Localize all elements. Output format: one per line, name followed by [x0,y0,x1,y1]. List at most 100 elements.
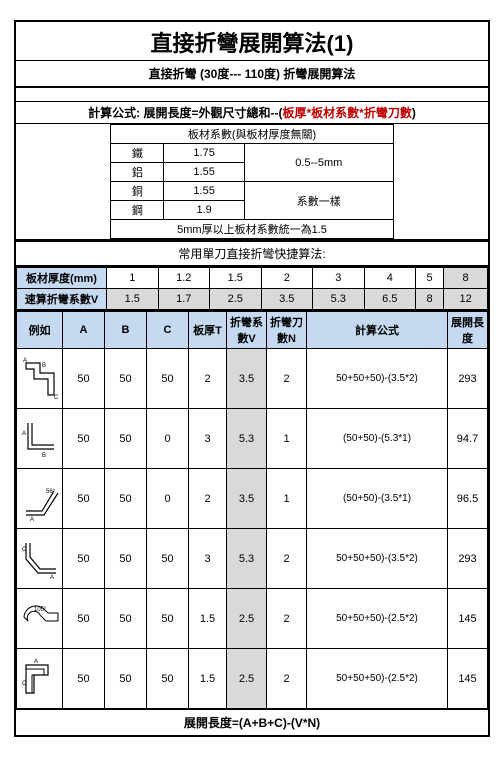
hdr-0: 例如 [17,311,63,349]
cell-C: 50 [147,589,189,649]
table-row: ABC50505023.5250+50+50)-(3.5*2)293 [17,349,488,409]
cell-A: 50 [63,469,105,529]
t1-6: 5 [416,267,444,289]
cell-A: 50 [63,409,105,469]
hdr-7: 計算公式 [307,311,448,349]
svg-text:A: A [22,431,26,437]
t1-4: 3 [313,267,365,289]
svg-text:A: A [50,575,54,581]
cell-formula: 50+50+50)-(2.5*2) [307,649,448,709]
cell-formula: 50+50+50)-(2.5*2) [307,589,448,649]
t1-5: 4 [364,267,416,289]
mat-name-1: 鋁 [111,163,164,182]
svg-text:56°: 56° [46,489,56,495]
svg-text:C: C [22,547,27,553]
cell-N: 2 [267,589,307,649]
cell-C: 50 [147,529,189,589]
material-table: 板材系數(與板材厚度無關) 鐵 1.75 0.5--5mm 鋁 1.55 銅 1… [110,124,393,239]
cell-V: 2.5 [227,649,267,709]
material-note: 5mm厚以上板材系數統一為1.5 [111,220,393,239]
svg-text:C: C [22,681,27,687]
cell-T: 3 [189,529,227,589]
formula-row: 計算公式: 展開長度=外觀尺寸總和--(板厚*板材系數*折彎刀數) [16,102,488,124]
t2-5: 6.5 [364,289,416,310]
cell-C: 0 [147,409,189,469]
cell-L: 293 [448,349,488,409]
cell-T: 3 [189,409,227,469]
cell-B: 50 [105,649,147,709]
formula-text2: ) [412,106,416,120]
t1-2: 1.5 [210,267,262,289]
t2-2: 2.5 [210,289,262,310]
cell-V: 3.5 [227,349,267,409]
shape-icon: AB [17,409,63,469]
svg-text:B: B [42,363,46,369]
cell-N: 2 [267,649,307,709]
hdr-3: C [147,311,189,349]
formula-red: 板厚*板材系數*折彎刀數 [283,106,412,120]
cell-T: 2 [189,349,227,409]
thickness-table: 板材厚度(mm) 1 1.2 1.5 2 3 4 5 8 速算折彎系數V 1.5… [16,266,488,310]
thick-row1-label: 板材厚度(mm) [17,267,107,289]
cell-T: 2 [189,469,227,529]
hdr-4: 板厚T [189,311,227,349]
table-row: AB5050035.31(50+50)-(5.3*1)94.7 [17,409,488,469]
t1-0: 1 [107,267,159,289]
shortcut-label: 常用單刀直接折彎快捷算法: [16,240,488,266]
cell-B: 50 [105,529,147,589]
shape-icon: A B C [17,349,63,409]
cell-T: 1.5 [189,589,227,649]
cell-A: 50 [63,589,105,649]
cell-A: 50 [63,529,105,589]
formula-text1: 展開長度=外觀尺寸總和--( [144,106,283,120]
t2-7: 12 [444,289,488,310]
cell-B: 50 [105,589,147,649]
shape-icon: A 56° [17,469,63,529]
cell-L: 145 [448,589,488,649]
cell-N: 1 [267,409,307,469]
svg-text:B: B [42,453,46,459]
svg-text:A: A [34,659,38,665]
cell-V: 3.5 [227,469,267,529]
cell-N: 2 [267,349,307,409]
mat-coef-1: 1.55 [164,163,245,182]
cell-B: 50 [105,409,147,469]
shape-icon: AC [17,649,63,709]
mat-coef-2: 1.55 [164,182,245,201]
cell-L: 96.5 [448,469,488,529]
document-frame: 直接折彎展開算法(1) 直接折彎 (30度--- 110度) 折彎展開算法 計算… [14,20,490,737]
cell-C: 50 [147,649,189,709]
cell-V: 5.3 [227,529,267,589]
cell-C: 50 [147,349,189,409]
main-table: 例如 A B C 板厚T 折彎系數V 折彎刀數N 計算公式 展開長度 ABC50… [16,310,488,709]
cell-formula: (50+50)-(3.5*1) [307,469,448,529]
mat-range: 0.5--5mm [244,144,393,182]
cell-B: 50 [105,469,147,529]
svg-text:A: A [23,358,27,364]
table-row: AC5050501.52.5250+50+50)-(2.5*2)145 [17,649,488,709]
cell-L: 94.7 [448,409,488,469]
table-row: 105°5050501.52.5250+50+50)-(2.5*2)145 [17,589,488,649]
cell-T: 1.5 [189,649,227,709]
cell-formula: 50+50+50)-(3.5*2) [307,349,448,409]
title: 直接折彎展開算法(1) [16,22,488,61]
t2-6: 8 [416,289,444,310]
table-row: A56°5050023.51(50+50)-(3.5*1)96.5 [17,469,488,529]
cell-N: 2 [267,529,307,589]
material-header: 板材系數(與板材厚度無關) [111,125,393,144]
hdr-8: 展開長度 [448,311,488,349]
t2-0: 1.5 [107,289,159,310]
subtitle: 直接折彎 (30度--- 110度) 折彎展開算法 [16,61,488,88]
t2-4: 5.3 [313,289,365,310]
formula-label: 計算公式: [88,106,140,120]
mat-name-2: 銅 [111,182,164,201]
svg-text:A: A [30,517,34,521]
cell-L: 293 [448,529,488,589]
cell-formula: (50+50)-(5.3*1) [307,409,448,469]
t2-1: 1.7 [158,289,210,310]
svg-text:C: C [54,395,59,401]
mat-name-0: 鐵 [111,144,164,163]
t1-1: 1.2 [158,267,210,289]
hdr-6: 折彎刀數N [267,311,307,349]
separator [16,88,488,102]
